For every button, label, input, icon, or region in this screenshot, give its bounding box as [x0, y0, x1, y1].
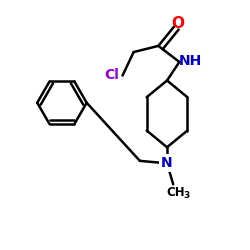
Text: NH: NH: [179, 54, 202, 68]
Text: Cl: Cl: [105, 68, 120, 82]
Text: O: O: [171, 16, 184, 31]
Text: 3: 3: [183, 191, 189, 200]
Text: CH: CH: [166, 186, 185, 199]
Text: N: N: [161, 156, 173, 170]
